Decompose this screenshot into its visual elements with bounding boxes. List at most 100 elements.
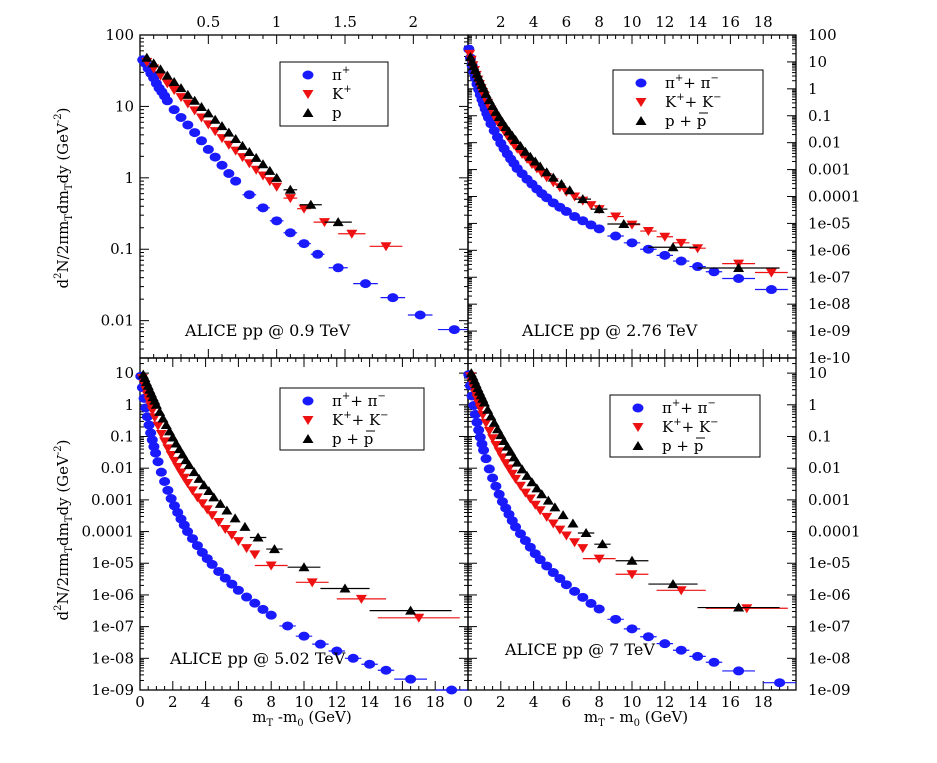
data-point-circle [216, 160, 228, 170]
y-tick-label: 10 [808, 53, 827, 71]
data-point-circle [547, 568, 559, 578]
data-point-circle [514, 529, 526, 539]
data-point-triangle-down [226, 530, 238, 540]
data-point-triangle-down [541, 512, 553, 522]
data-point-triangle-down [524, 494, 536, 504]
data-point-triangle-down [659, 232, 671, 242]
data-point-triangle-up [618, 219, 630, 229]
y-tick-label: 1e-08 [91, 649, 134, 667]
y-tick-label: 0.1 [808, 427, 832, 445]
data-point-triangle-up [250, 152, 262, 162]
data-point-triangle-down [165, 451, 177, 461]
data-point-triangle-up [302, 434, 314, 443]
x-axis-title-left: mT -m0 (GeV) [252, 708, 352, 729]
x-tick-label: 2 [409, 13, 419, 31]
data-point-triangle-down [635, 98, 647, 107]
y-tick-label: 1e-05 [808, 554, 851, 572]
data-point-triangle-down [741, 604, 753, 614]
data-point-triangle-down [189, 106, 201, 116]
data-point-triangle-up [189, 95, 201, 105]
data-point-triangle-up [148, 58, 160, 68]
data-point-circle [282, 621, 294, 631]
data-point-triangle-down [155, 429, 167, 439]
legend-label: p + p [332, 430, 373, 448]
data-point-triangle-down [241, 544, 253, 554]
data-point-triangle-down [219, 525, 231, 535]
y-tick-label: 1 [124, 169, 134, 187]
data-point-triangle-up [223, 127, 235, 137]
legend: π++ π−K++ K−p + p [609, 394, 761, 458]
series-3 [464, 52, 780, 273]
data-point-triangle-up [214, 498, 226, 508]
data-point-circle [271, 216, 283, 226]
panel-1: 100 10 1 0.1 0.01 0.5 1 1.5 2 π+K+p ALICE pp @ 0.9… [101, 13, 469, 359]
legend: π+K+p [279, 61, 389, 127]
data-point-circle [632, 403, 644, 413]
data-point-circle [473, 425, 485, 435]
data-point-triangle-up [667, 242, 679, 252]
data-point-triangle-down [692, 244, 704, 254]
data-point-circle [332, 263, 344, 273]
y-tick-label: 1e-08 [808, 295, 851, 313]
data-point-triangle-up [339, 583, 351, 593]
data-point-triangle-down [569, 192, 581, 202]
data-point-circle [493, 489, 505, 499]
data-point-triangle-up [203, 486, 215, 496]
data-point-circle [380, 665, 392, 675]
data-point-circle [733, 273, 745, 283]
data-point-circle [480, 454, 492, 464]
legend-box [279, 61, 389, 127]
x-tick-label: 18 [426, 693, 445, 711]
data-point-triangle-down [161, 79, 173, 89]
x-tick-label: 4 [529, 693, 539, 711]
data-point-triangle-up [567, 518, 579, 528]
data-point-circle [774, 678, 786, 688]
data-point-circle [510, 522, 522, 532]
x-tick-label: 14 [688, 693, 707, 711]
data-point-circle [161, 96, 173, 106]
x-tick-label: 10 [294, 693, 313, 711]
y-tick-label: 0.1 [110, 427, 134, 445]
data-point-triangle-up [183, 460, 195, 470]
data-point-circle [635, 78, 647, 88]
data-point-triangle-up [485, 411, 497, 421]
data-point-triangle-up [580, 528, 592, 538]
data-point-triangle-up [284, 184, 296, 194]
data-point-triangle-down [483, 426, 495, 436]
legend-label: K++ K− [665, 92, 722, 111]
data-point-circle [223, 168, 235, 178]
data-point-triangle-down [152, 421, 164, 431]
data-point-circle [692, 262, 704, 272]
data-point-triangle-up [298, 562, 310, 572]
data-point-triangle-up [534, 161, 546, 171]
data-point-triangle-down [675, 586, 687, 596]
data-point-circle [302, 396, 314, 406]
data-point-triangle-up [514, 141, 526, 151]
data-point-circle [593, 224, 605, 234]
data-point-circle [298, 239, 310, 249]
data-point-triangle-down [162, 444, 174, 454]
data-point-circle [209, 152, 221, 162]
y-tick-label: 0.0001 [808, 523, 861, 541]
y-tick-label: 1e-07 [808, 268, 851, 286]
data-point-triangle-down [175, 93, 187, 103]
data-point-triangle-up [239, 521, 251, 531]
data-point-triangle-down [265, 561, 277, 571]
x-tick-label: 0.5 [196, 13, 220, 31]
data-point-circle [364, 659, 376, 669]
data-point-circle [182, 120, 194, 130]
legend-label: K+ [332, 84, 352, 103]
data-point-circle [298, 631, 310, 641]
data-point-triangle-up [529, 156, 541, 166]
data-point-triangle-down [480, 418, 492, 428]
data-point-circle [226, 579, 238, 589]
data-point-triangle-up [141, 52, 153, 62]
y-tick-label: 0.1 [110, 240, 134, 258]
y-tick-label: 0.001 [808, 491, 851, 509]
data-point-triangle-down [249, 550, 261, 560]
y-tick-label: 1e-05 [91, 554, 134, 572]
data-point-circle [642, 632, 654, 642]
y-tick-label: 0.001 [91, 491, 134, 509]
data-point-triangle-up [237, 140, 248, 150]
x-tick-label: 8 [594, 693, 604, 711]
